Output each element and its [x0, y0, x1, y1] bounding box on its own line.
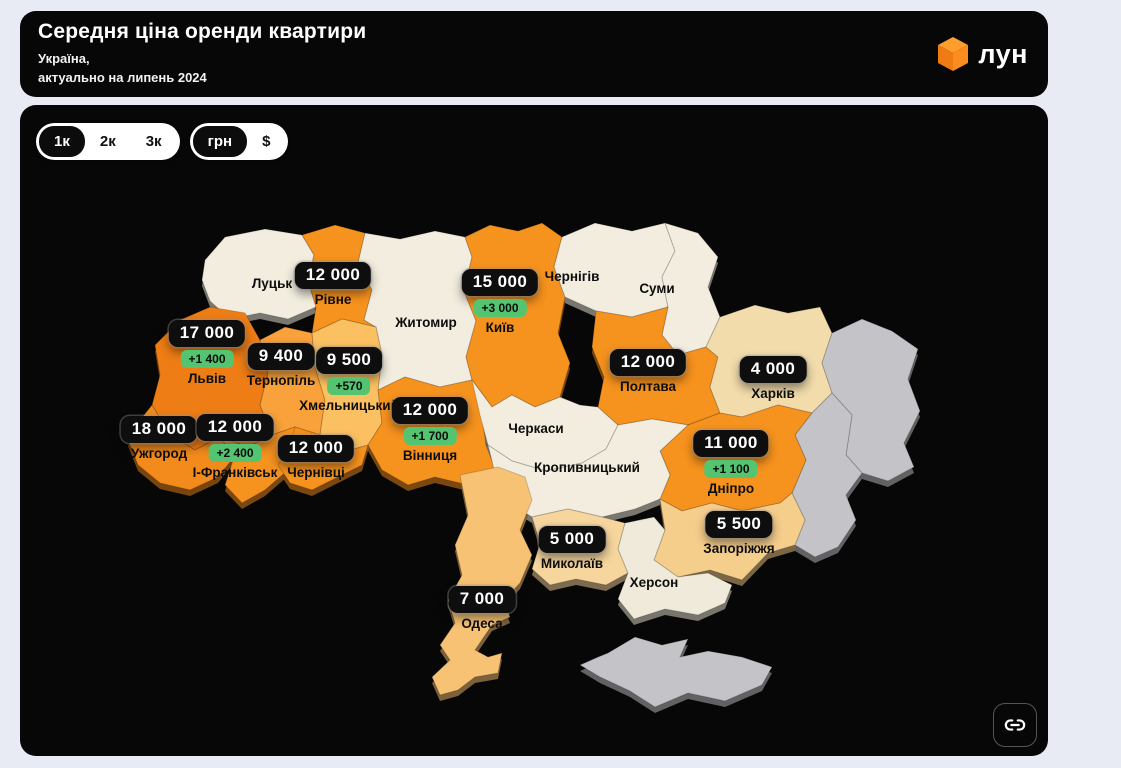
region-mykolaiv[interactable]: [531, 508, 629, 586]
ukraine-map: [20, 105, 1048, 756]
lun-cube-icon: [938, 37, 969, 71]
currency-option-uah[interactable]: грн: [192, 126, 248, 157]
region-kharkiv[interactable]: [705, 304, 833, 418]
map-controls: 1к 2к 3к грн $: [36, 123, 289, 160]
region-kyiv[interactable]: [463, 222, 571, 408]
region-khmelnytskyi[interactable]: [311, 318, 383, 454]
map-card: 1к 2к 3к грн $ Луцьк 12 000 Рівне Житомир 15…: [20, 105, 1048, 756]
rooms-option-2k[interactable]: 2к: [85, 128, 131, 155]
region-crimea[interactable]: [578, 636, 773, 708]
header-text-block: Середня ціна оренди квартири Україна, ак…: [38, 20, 366, 88]
region-lviv[interactable]: [151, 306, 273, 451]
subtitle-line-2: актуально на липень 2024: [38, 70, 207, 85]
subtitle-line-1: Україна,: [38, 51, 90, 67]
logo-text: лун: [978, 38, 1028, 69]
rooms-option-1k[interactable]: 1к: [39, 126, 85, 157]
currency-option-usd[interactable]: $: [247, 128, 285, 155]
page-title: Середня ціна оренди квартири: [38, 20, 367, 44]
region-volyn[interactable]: [201, 228, 317, 320]
region-kropyvnytskyi[interactable]: [487, 418, 690, 518]
header-card: Середня ціна оренди квартири Україна, ак…: [20, 11, 1048, 97]
lun-logo: лун: [936, 35, 1028, 73]
region-kherson[interactable]: [617, 516, 733, 620]
rooms-toggle: 1к 2к 3к: [36, 123, 180, 160]
share-link-button[interactable]: [993, 703, 1037, 747]
link-icon: [1004, 719, 1026, 731]
rooms-option-3k[interactable]: 3к: [131, 128, 177, 155]
currency-toggle: грн $: [189, 123, 289, 160]
ukraine-map-svg: [127, 222, 921, 713]
region-luhansk[interactable]: [821, 318, 921, 482]
